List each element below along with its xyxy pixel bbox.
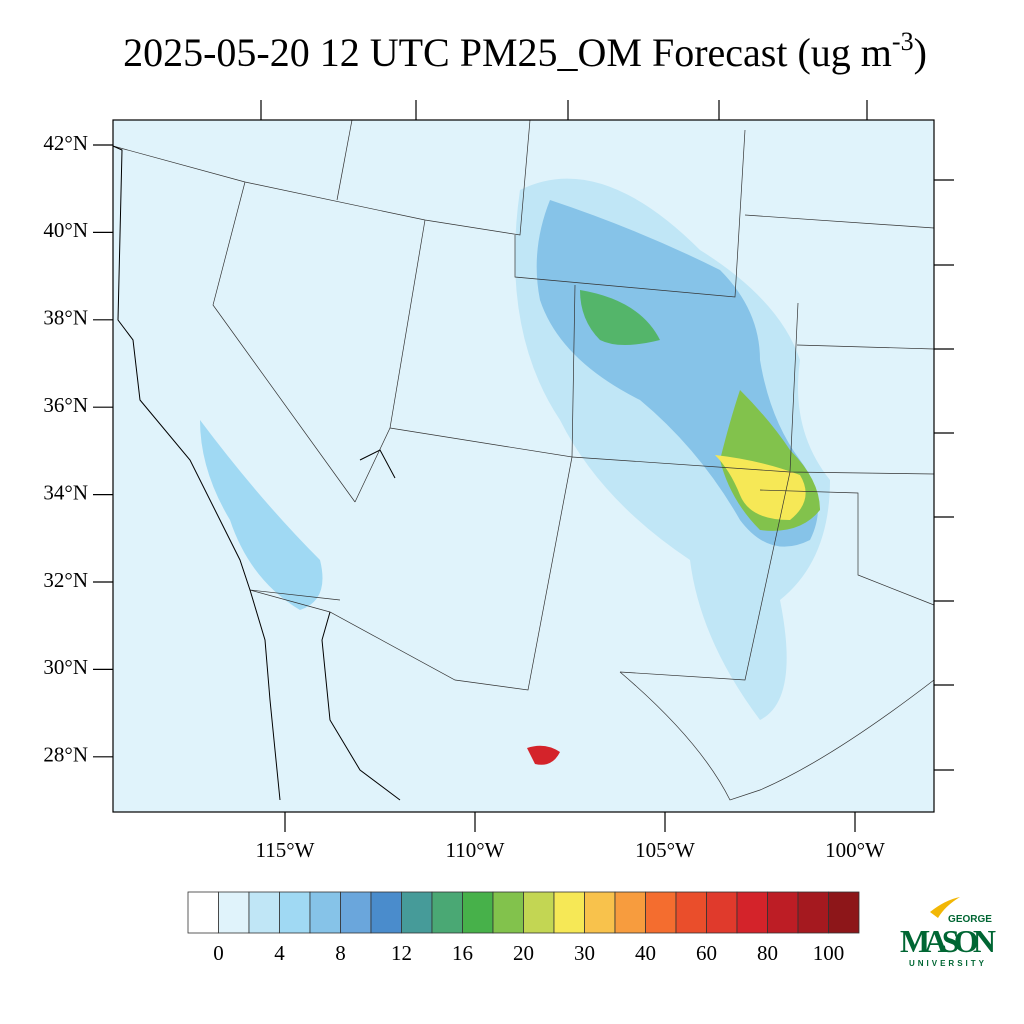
colorbar-label: 100 [813,941,845,965]
colorbar-label: 4 [274,941,285,965]
colorbar: 0 4 8 12 16 20 30 40 60 80 100 [187,891,860,965]
colorbar-swatch [218,891,250,934]
axis-labels: 42°N 40°N 38°N 36°N 34°N 32°N 30°N 28°N 115°W 110… [43,131,885,862]
lon-label: 100°W [825,838,885,862]
colorbar-label: 12 [391,941,412,965]
frame-ticks [260,100,954,771]
boundaries [112,119,935,801]
colorbar-label: 40 [635,941,656,965]
lon-label: 105°W [635,838,695,862]
colorbar-swatch [492,891,524,934]
lat-label: 30°N [43,655,88,679]
logo-bottom: UNIVERSITY [909,959,987,968]
colorbar-swatch [736,891,768,934]
colorbar-swatch [309,891,341,934]
lon-label: 110°W [446,838,505,862]
colorbar-label: 30 [574,941,595,965]
colorbar-swatch [797,891,829,934]
colorbar-swatch [462,891,494,934]
colorbar-label: 0 [213,941,224,965]
lat-label: 42°N [43,131,88,155]
colorbar-swatch [614,891,646,934]
map-frame [112,119,935,813]
lat-label: 40°N [43,218,88,242]
colorbar-swatch [431,891,463,934]
colorbar-swatch [279,891,311,934]
colorbar-swatch [584,891,616,934]
colorbar-swatch [706,891,738,934]
title-superscript: -3 [892,27,914,56]
lat-label: 28°N [43,743,88,767]
colorbar-swatch [370,891,402,934]
logo-top: GEORGE [948,914,992,925]
colorbar-swatch [767,891,799,934]
colorbar-label: 80 [757,941,778,965]
lon-label: 115°W [256,838,315,862]
colorbar-swatch [828,891,860,934]
title: 2025-05-20 12 UTC PM25_OM Forecast (ug m… [123,27,927,75]
lat-label: 32°N [43,568,88,592]
logo-swoosh [930,897,960,918]
colorbar-swatch [523,891,555,934]
lat-label: 34°N [43,480,88,504]
lat-label: 38°N [43,306,88,330]
colorbar-swatch [645,891,677,934]
colorbar-swatch [675,891,707,934]
colorbar-swatch [553,891,585,934]
colorbar-label: 8 [335,941,346,965]
plume-green [580,290,660,345]
colorbar-swatch [187,891,219,934]
lat-label: 36°N [43,393,88,417]
title-main: 2025-05-20 12 UTC PM25_OM Forecast (ug m [123,30,892,75]
colorbar-swatch [340,891,372,934]
fire-hotspot [527,745,560,765]
plume-ca [200,420,323,610]
title-close: ) [914,30,927,75]
colorbar-swatch [401,891,433,934]
colorbar-label: 16 [452,941,473,965]
colorbar-swatch [248,891,280,934]
colorbar-label: 20 [513,941,534,965]
map-field [113,120,934,812]
logo: GEORGE MASON UNIVERSITY [900,897,996,968]
logo-main: MASON [900,923,996,959]
colorbar-label: 60 [696,941,717,965]
